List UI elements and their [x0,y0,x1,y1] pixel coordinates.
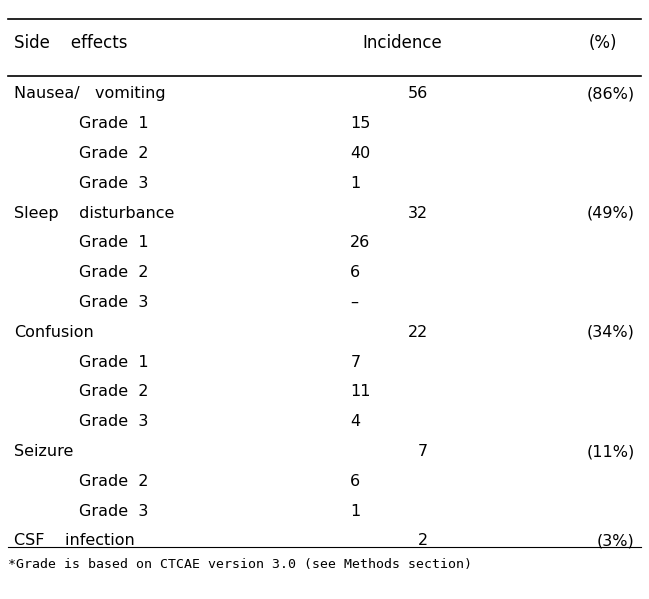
Text: (34%): (34%) [587,325,635,340]
Text: 40: 40 [350,146,371,161]
Text: (86%): (86%) [587,86,635,101]
Text: Confusion: Confusion [14,325,94,340]
Text: 11: 11 [350,385,371,400]
Text: 6: 6 [350,265,360,280]
Text: 26: 26 [350,235,371,250]
Text: (11%): (11%) [587,444,635,459]
Text: Grade  3: Grade 3 [79,504,149,519]
Text: Incidence: Incidence [362,34,442,52]
Text: Grade  1: Grade 1 [79,116,149,131]
Text: Seizure: Seizure [14,444,74,459]
Text: –: – [350,295,358,310]
Text: *Grade is based on CTCAE version 3.0 (see Methods section): *Grade is based on CTCAE version 3.0 (se… [8,558,472,571]
Text: 22: 22 [408,325,428,340]
Text: Grade  2: Grade 2 [79,474,149,489]
Text: 15: 15 [350,116,371,131]
Text: Grade  1: Grade 1 [79,235,149,250]
Text: Grade  2: Grade 2 [79,146,149,161]
Text: Grade  2: Grade 2 [79,385,149,400]
Text: Nausea/   vomiting: Nausea/ vomiting [14,86,166,101]
Text: (3%): (3%) [597,534,635,549]
Text: 7: 7 [418,444,428,459]
Text: Grade  3: Grade 3 [79,295,149,310]
Text: Grade  2: Grade 2 [79,265,149,280]
Text: 7: 7 [350,355,360,370]
Text: CSF    infection: CSF infection [14,534,135,549]
Text: Side    effects: Side effects [14,34,128,52]
Text: 4: 4 [350,415,360,429]
Text: 1: 1 [350,504,361,519]
Text: Grade  1: Grade 1 [79,355,149,370]
Text: (49%): (49%) [587,205,635,220]
Text: Sleep    disturbance: Sleep disturbance [14,205,175,220]
Text: 6: 6 [350,474,360,489]
Text: Grade  3: Grade 3 [79,415,149,429]
Text: 32: 32 [408,205,428,220]
Text: Grade  3: Grade 3 [79,176,149,190]
Text: 1: 1 [350,176,361,190]
Text: (%): (%) [588,34,617,52]
Text: 2: 2 [418,534,428,549]
Text: 56: 56 [408,86,428,101]
